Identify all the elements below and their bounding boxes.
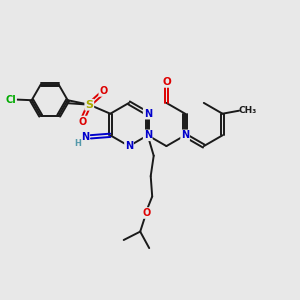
- Text: N: N: [125, 141, 133, 151]
- Text: N: N: [144, 109, 152, 119]
- Text: O: O: [99, 86, 107, 96]
- Text: O: O: [79, 116, 87, 127]
- Text: N: N: [81, 132, 89, 142]
- Text: N: N: [144, 130, 152, 140]
- Text: CH₃: CH₃: [238, 106, 256, 115]
- Text: H: H: [74, 139, 81, 148]
- Text: O: O: [142, 208, 150, 218]
- Text: N: N: [181, 130, 189, 140]
- Text: O: O: [162, 77, 171, 87]
- Text: Cl: Cl: [5, 94, 16, 105]
- Text: S: S: [85, 100, 93, 110]
